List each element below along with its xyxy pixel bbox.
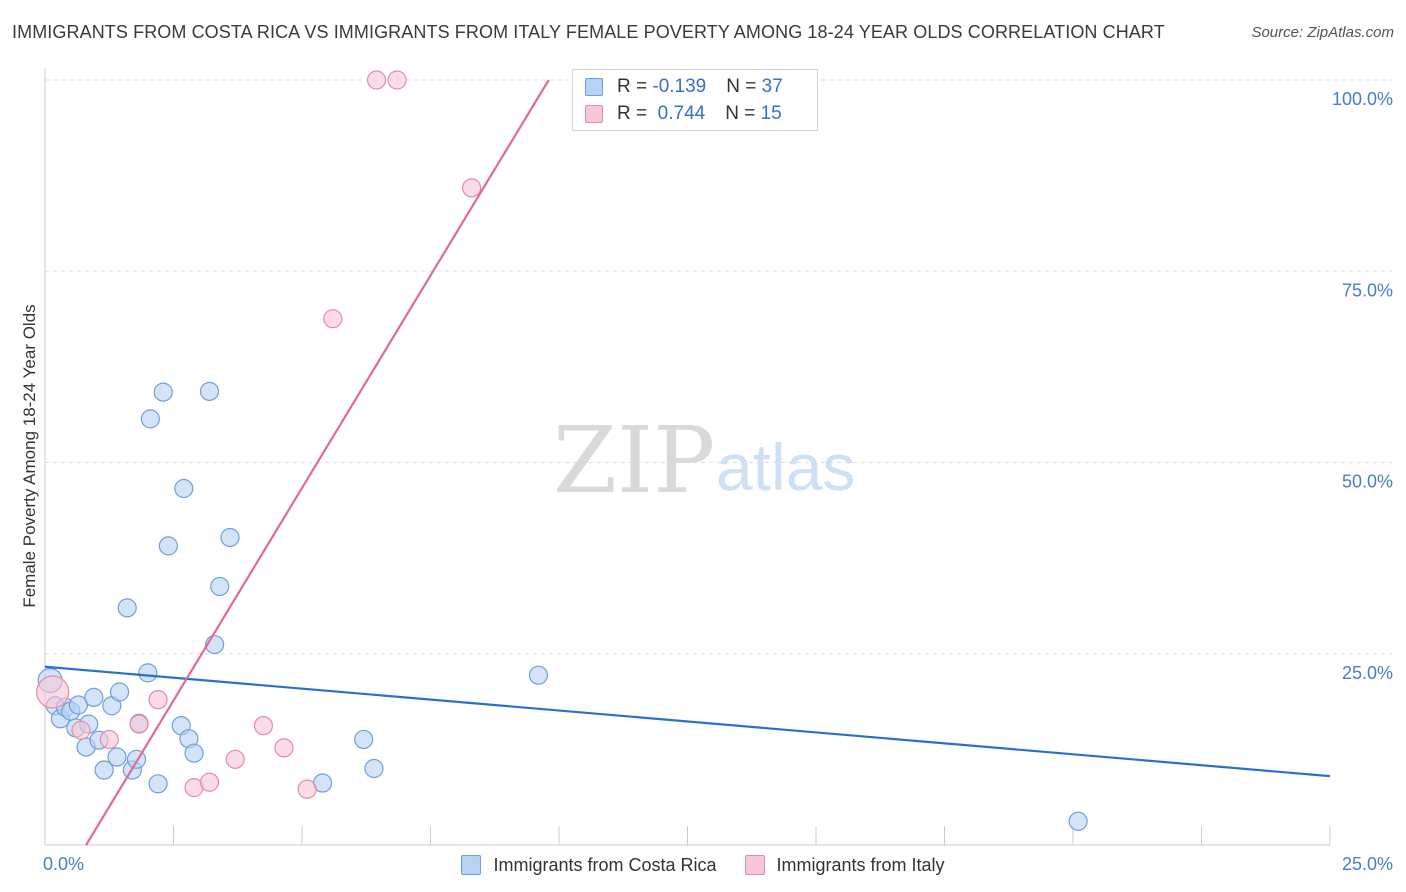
tick-labels: 25.0% 50.0% 75.0% 100.0% 0.0% 25.0% (43, 89, 1393, 874)
n-value: 37 (761, 76, 783, 97)
italy-point-10 (297, 779, 317, 799)
costa-rica-point-35 (528, 665, 549, 685)
italy-point-14 (462, 178, 482, 198)
costa-rica-point-36 (1068, 811, 1088, 831)
costa-rica-point-33 (354, 729, 374, 750)
costa-rica-point-23 (158, 536, 178, 556)
costa-rica-point-30 (210, 576, 230, 597)
italy-point-12 (366, 70, 387, 90)
legend-item-costa-rica[interactable]: Immigrants from Costa Rica (461, 854, 717, 876)
italy-point-8 (253, 716, 274, 736)
costa-rica-point-9 (84, 687, 104, 707)
costa-rica-point-13 (107, 747, 127, 767)
costa-rica-point-28 (199, 381, 220, 401)
stats-row-italy: R = 0.744 N = 15 (585, 101, 782, 127)
italy-point-2 (99, 729, 119, 750)
y-tick-label-2: 75.0% (1342, 280, 1393, 300)
legend-item-italy[interactable]: Immigrants from Italy (744, 854, 945, 876)
watermark: ZIP atlas (553, 407, 855, 514)
italy-point-4 (148, 690, 168, 710)
source-credit: Source: ZipAtlas.com (1251, 24, 1394, 41)
r-value: -0.139 (652, 76, 707, 97)
r-value: 0.744 (652, 103, 706, 124)
watermark-atlas: atlas (716, 430, 855, 504)
costa-rica-trend-line (44, 665, 1331, 778)
costa-rica-point-15 (117, 598, 137, 618)
x-tick-label-0: 0.0% (43, 854, 84, 874)
legend: Immigrants from Costa Rica Immigrants fr… (0, 852, 1406, 878)
italy-trend-line (85, 79, 550, 846)
y-tick-label-3: 100.0% (1332, 89, 1393, 109)
n-label: N = (726, 76, 762, 97)
italy-point-3 (129, 714, 149, 734)
italy-point-13 (387, 70, 407, 90)
legend-swatch-costa-rica (461, 855, 482, 875)
costa-rica-swatch (585, 78, 603, 96)
italy-point-0 (36, 675, 70, 709)
r-label: R = (617, 103, 653, 124)
costa-rica-point-21 (148, 774, 168, 794)
italy-points (36, 70, 482, 799)
italy-swatch (585, 105, 603, 123)
costa-rica-point-27 (184, 743, 204, 763)
italy-point-9 (274, 738, 294, 758)
r-label: R = (617, 76, 653, 97)
costa-rica-point-31 (220, 527, 240, 548)
costa-rica-point-6 (68, 695, 89, 715)
legend-label-italy: Immigrants from Italy (776, 854, 945, 875)
n-value: 15 (760, 103, 782, 124)
stats-row-costa-rica: R = -0.139 N = 37 (585, 74, 783, 100)
grid-lines (45, 79, 1392, 655)
x-tick-label-1: 25.0% (1342, 854, 1393, 874)
italy-point-6 (199, 772, 220, 792)
stats-box: R = -0.139 N = 37 R = 0.744 N = 15 (572, 69, 818, 131)
costa-rica-point-20 (140, 409, 160, 429)
legend-label-costa-rica: Immigrants from Costa Rica (493, 854, 717, 875)
italy-point-7 (225, 749, 245, 769)
y-tick-label-1: 50.0% (1342, 472, 1393, 492)
costa-rica-point-34 (364, 758, 384, 779)
costa-rica-point-11 (94, 760, 114, 780)
costa-rica-point-14 (109, 682, 130, 702)
legend-swatch-italy (744, 855, 765, 875)
italy-point-1 (71, 720, 91, 740)
costa-rica-point-22 (153, 382, 173, 402)
trend-lines (44, 79, 1331, 846)
costa-rica-point-25 (174, 478, 194, 499)
y-tick-label-0: 25.0% (1342, 663, 1393, 683)
italy-point-11 (323, 309, 343, 329)
costa-rica-point-19 (138, 663, 158, 683)
watermark-zip: ZIP (553, 407, 715, 514)
n-label: N = (725, 103, 761, 124)
chart-title: IMMIGRANTS FROM COSTA RICA VS IMMIGRANTS… (12, 22, 1165, 42)
